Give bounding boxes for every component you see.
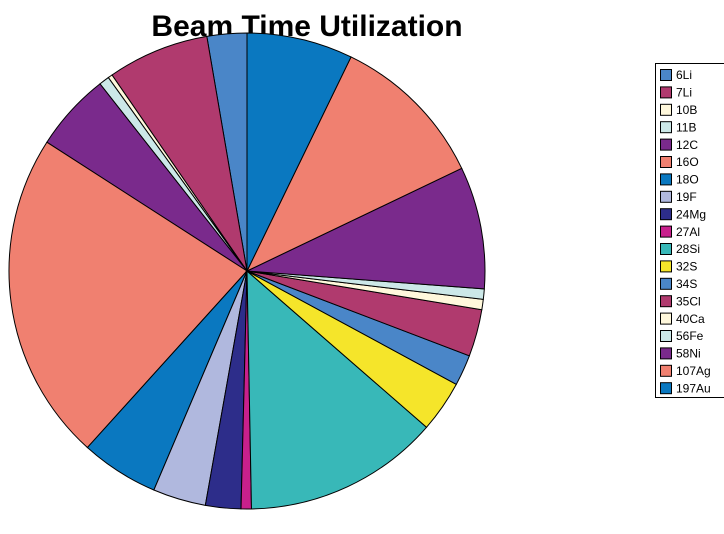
legend-swatch [660,225,672,238]
legend-label: 19F [676,190,697,204]
legend-swatch [660,103,672,116]
legend-label: 35Cl [676,294,701,308]
legend-swatch [660,190,672,203]
legend-swatch [660,156,672,168]
legend-label: 34S [676,277,697,291]
legend-label: 197Au [676,381,711,395]
legend-label: 28Si [676,242,700,256]
legend-swatch [660,260,672,273]
legend-label: 107Ag [676,364,711,378]
legend-swatch [660,121,672,134]
legend-swatch [660,208,672,221]
legend-swatch [660,330,672,342]
legend-label: 56Fe [676,329,704,343]
legend-label: 10B [676,103,697,117]
legend-label: 24Mg [676,207,706,221]
pie-slice [245,167,486,290]
pie-slice [111,35,248,272]
legend-swatch [660,295,672,308]
legend-swatch [660,364,672,377]
legend-swatch [660,69,672,81]
pie-slice [246,269,428,510]
legend-swatch [660,312,672,325]
pie-slice [246,32,352,272]
legend-swatch [660,347,672,360]
legend-label: 32S [676,260,697,274]
legend-swatch [660,138,672,151]
legend-label: 16O [676,155,699,169]
legend-swatch [660,243,672,255]
pie-slice [245,56,463,273]
legend-label: 58Ni [676,347,701,361]
legend-swatch [660,277,672,290]
legend-label: 12C [676,138,698,152]
legend-label: 6Li [676,68,692,82]
legend-swatch [660,382,672,395]
legend-swatch [660,173,672,186]
legend-label: 40Ca [676,312,705,326]
legend-label: 11B [676,120,696,134]
pie-slice [8,141,248,449]
legend-swatch [660,86,672,99]
legend-label: 7Li [676,86,692,100]
legend-label: 18O [676,173,699,187]
legend-label: 27Al [676,225,700,239]
